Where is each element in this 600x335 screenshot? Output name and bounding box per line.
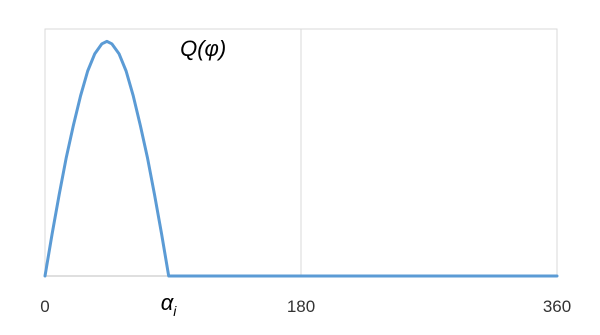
annotation-alpha-i: αi (161, 290, 178, 319)
x-tick-label: 180 (287, 297, 315, 316)
x-tick-labels: 0 180 360 (40, 297, 571, 316)
x-tick-label: 360 (543, 297, 571, 316)
annotation-q-phi: Q(φ) (180, 36, 226, 61)
x-tick-label: 0 (40, 297, 49, 316)
series-line (43, 39, 559, 278)
